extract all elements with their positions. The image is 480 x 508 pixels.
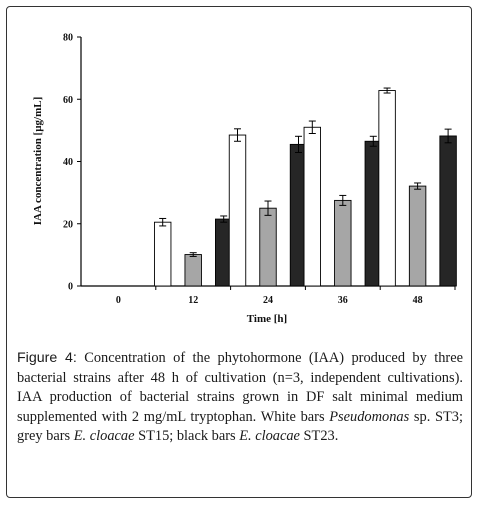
y-tick-label: 60 [63,95,73,106]
figure-caption: Figure 4: Concentration of the phytohorm… [17,349,463,447]
x-tick-label: 48 [413,295,423,306]
x-tick-label: 36 [338,295,348,306]
bar [303,126,321,287]
caption-text-1: Concentration of the phytohormone (IAA) … [17,350,463,425]
bar [228,134,247,287]
y-tick-label: 0 [68,282,73,293]
y-axis-title: IAA concentration [µg/mL] [32,97,44,226]
figure-label: Figure 4: [17,350,77,366]
y-tick-label: 40 [63,157,73,168]
bar [408,185,427,287]
bar [259,207,277,287]
caption-text-3: ST15; black bars [134,428,240,444]
caption-taxon-e-cloacae-st15: E. cloacae [73,428,135,444]
x-axis-title: Time [h] [247,313,287,325]
y-tick-label: 80 [63,33,73,44]
bar [334,199,352,287]
bar [153,221,172,287]
caption-text-2: sp. ST3; grey bars [17,408,463,445]
caption-taxon-pseudomonas: Pseudomonas [329,408,410,425]
bar [184,254,202,287]
x-tick-label: 0 [116,295,121,306]
y-tick-label: 20 [63,219,73,230]
x-tick-label: 24 [263,295,273,306]
bar [439,135,457,287]
iaa-bar-chart: 0 20 40 60 80 0 12 24 36 48 Time [h] IAA concentr… [32,33,457,325]
x-tick-label: 12 [188,295,198,306]
caption-text-4: ST23. [299,428,339,444]
caption-taxon-e-cloacae-st23: E. cloacae [239,428,300,444]
bar [378,90,396,287]
plot-area: 0 20 40 60 80 0 12 24 36 48 [63,33,457,306]
